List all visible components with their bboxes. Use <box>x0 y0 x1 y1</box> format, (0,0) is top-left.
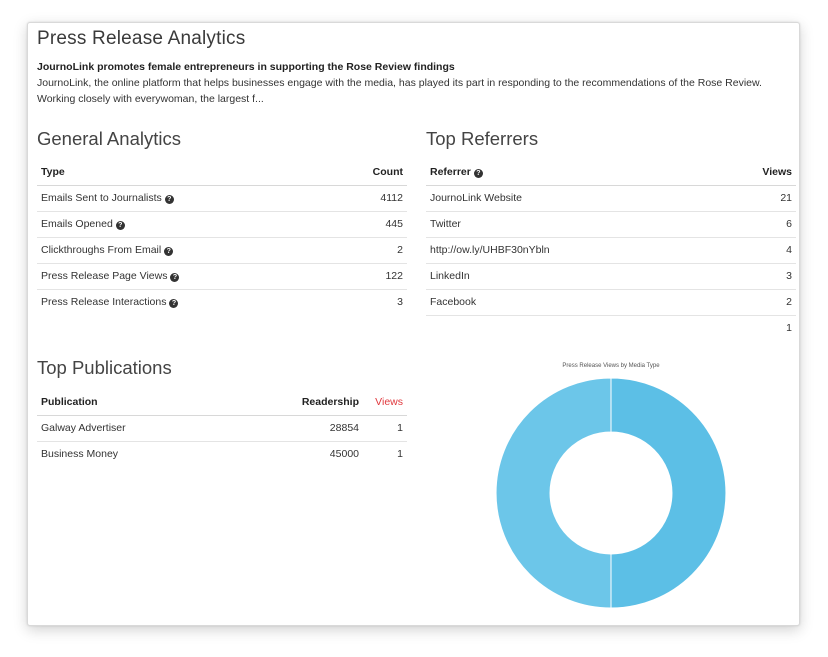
metric-label: Clickthroughs From Email <box>41 244 162 256</box>
referrer-column-header: Referrer <box>430 165 471 178</box>
table-row: Galway Advertiser 28854 1 <box>37 415 407 442</box>
help-icon[interactable]: ? <box>115 221 125 230</box>
referrer-name: Twitter <box>426 211 712 238</box>
publication-readership: 28854 <box>283 415 363 442</box>
table-row: Twitter 6 <box>426 211 796 238</box>
table-row: Emails Opened? 445 <box>37 211 407 238</box>
publication-name: Business Money <box>41 448 119 461</box>
views-column-header: Views <box>711 159 796 186</box>
press-release-summary: JournoLink, the online platform that hel… <box>37 77 762 105</box>
publication-views: 1 <box>397 448 403 461</box>
top-publications-title: Top Publications <box>37 357 172 378</box>
table-row: Emails Sent to Journalists? 4112 <box>37 185 407 212</box>
help-icon[interactable]: ? <box>473 168 483 178</box>
referrer-views: 1 <box>786 322 792 335</box>
referrer-name: LinkedIn <box>426 263 712 290</box>
table-row: Press Release Interactions? 3 <box>37 289 407 315</box>
referrer-views: 4 <box>711 237 796 264</box>
donut-slice[interactable] <box>495 377 612 609</box>
table-row: Clickthroughs From Email? 2 <box>37 237 407 264</box>
publication-column-header: Publication <box>37 389 283 416</box>
help-icon[interactable]: ? <box>164 195 174 204</box>
type-column-header: Type <box>37 159 331 186</box>
referrer-views: 3 <box>711 263 796 290</box>
publication-readership: 45000 <box>329 448 359 461</box>
table-row: 1 <box>426 315 796 341</box>
table-row: JournoLink Website 21 <box>426 185 796 212</box>
table-header-row: Referrer? Views <box>426 159 796 186</box>
table-row: Press Release Page Views? 122 <box>37 263 407 290</box>
press-release-headline: JournoLink promotes female entrepreneurs… <box>37 61 455 73</box>
views-column-header[interactable]: Views <box>363 389 407 416</box>
metric-count: 3 <box>397 296 403 309</box>
general-analytics-title: General Analytics <box>37 128 181 149</box>
metric-count: 122 <box>330 263 407 290</box>
metric-label: Press Release Page Views <box>41 270 168 282</box>
top-referrers-title: Top Referrers <box>426 128 539 149</box>
table-header-row: Publication Readership Views <box>37 389 407 416</box>
metric-count: 2 <box>330 237 407 264</box>
referrer-name <box>426 315 712 341</box>
top-publications-table: Publication Readership Views Galway Adve… <box>37 389 407 467</box>
table-header-row: Type Count <box>37 159 407 186</box>
referrer-name: http://ow.ly/UHBF30nYbln <box>426 237 712 264</box>
metric-label: Emails Sent to Journalists <box>41 192 162 204</box>
referrer-views: 21 <box>711 185 796 212</box>
publication-views: 1 <box>363 415 407 442</box>
help-icon[interactable]: ? <box>169 299 179 309</box>
referrer-views: 6 <box>711 211 796 238</box>
top-referrers-table: Referrer? Views JournoLink Website 21 Tw… <box>426 159 796 341</box>
table-row: Business Money 45000 1 <box>37 441 407 467</box>
metric-label: Emails Opened <box>41 218 113 230</box>
referrer-name: Facebook <box>426 289 712 316</box>
table-row: http://ow.ly/UHBF30nYbln 4 <box>426 237 796 264</box>
chart-title: Press Release Views by Media Type <box>562 363 660 369</box>
readership-column-header: Readership <box>283 389 363 416</box>
help-icon[interactable]: ? <box>164 247 174 256</box>
media-type-donut-chart <box>495 377 727 609</box>
referrer-views: 2 <box>711 289 796 316</box>
table-row: Facebook 2 <box>426 289 796 316</box>
metric-label: Press Release Interactions <box>41 296 167 309</box>
publication-name: Galway Advertiser <box>37 415 283 442</box>
metric-count: 445 <box>330 211 407 238</box>
general-analytics-table: Type Count Emails Sent to Journalists? 4… <box>37 159 407 315</box>
page-title: Press Release Analytics <box>37 28 246 49</box>
analytics-panel: Press Release Analytics JournoLink promo… <box>27 22 800 626</box>
table-row: LinkedIn 3 <box>426 263 796 290</box>
referrer-name: JournoLink Website <box>426 185 712 212</box>
count-column-header: Count <box>330 159 407 186</box>
help-icon[interactable]: ? <box>170 273 180 282</box>
donut-slice[interactable] <box>610 377 727 609</box>
metric-count: 4112 <box>330 185 407 212</box>
